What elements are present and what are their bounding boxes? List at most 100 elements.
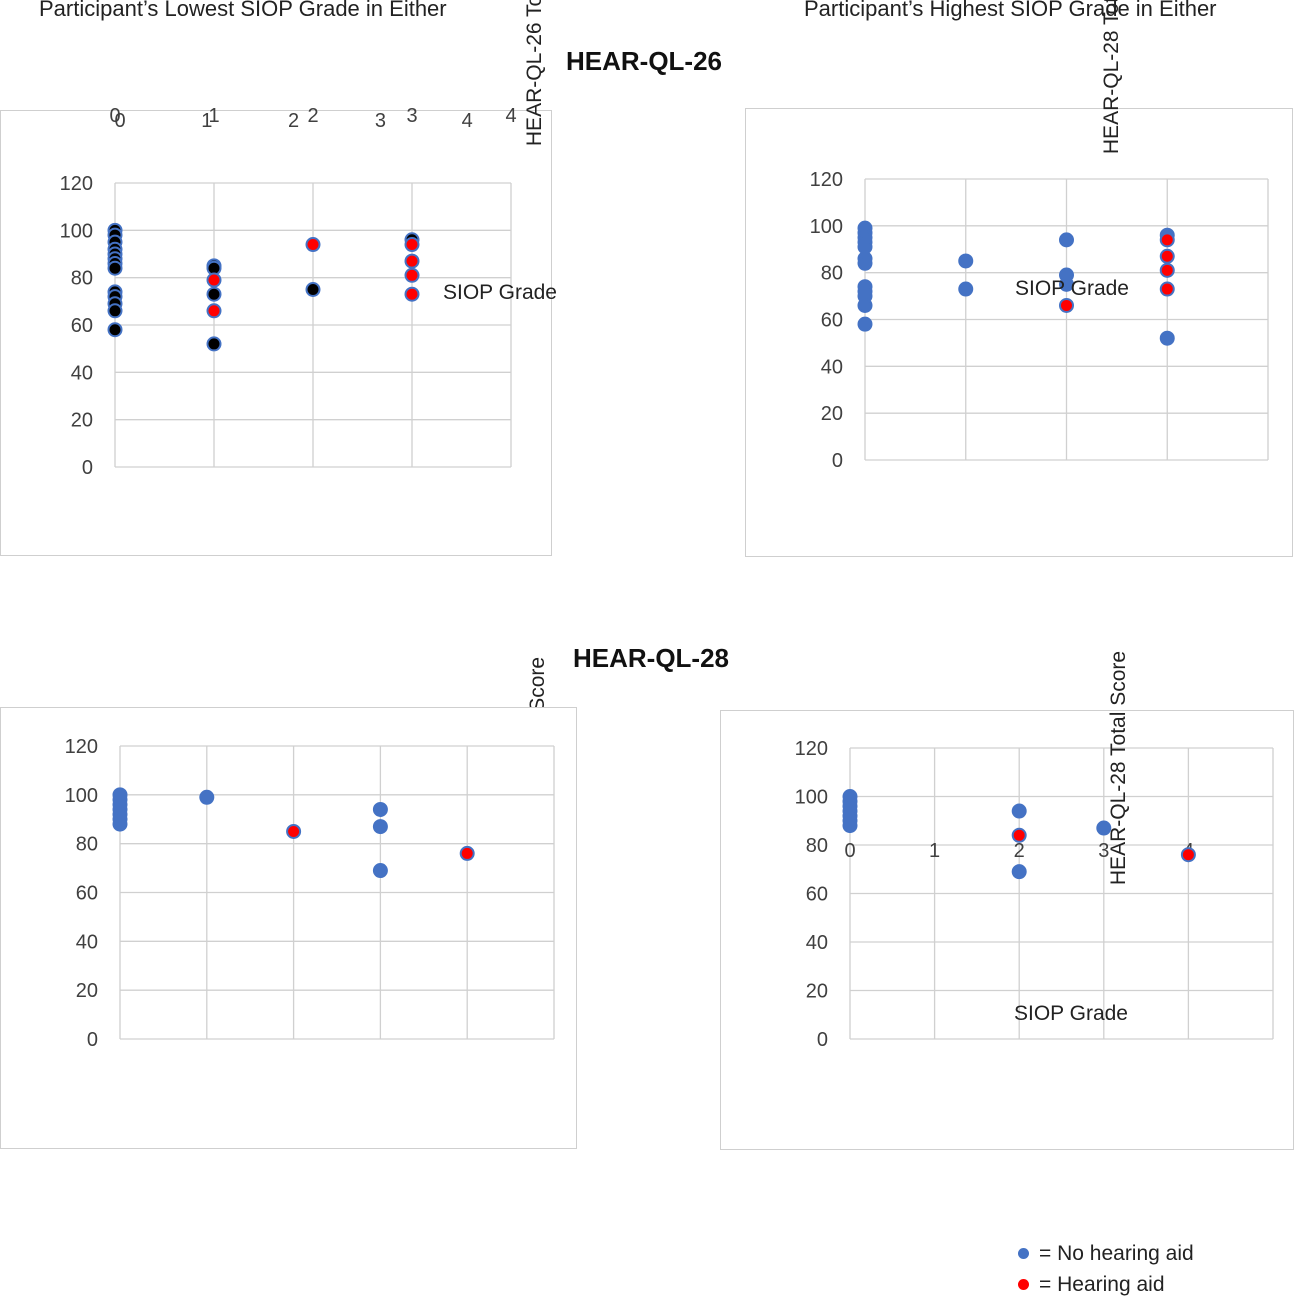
point-hearing-aid <box>206 272 222 288</box>
point-hearing-aid <box>404 253 420 269</box>
point-hearing-aid <box>1011 827 1027 843</box>
y-tick-label: 80 <box>806 835 828 857</box>
point-hearing-aid <box>305 237 321 253</box>
x-tick-label: 3 <box>375 110 386 132</box>
point-hearing-aid <box>404 286 420 302</box>
x-tick-label: 1 <box>929 840 940 862</box>
y-axis-title: HEAR-QL-28 Total Score <box>1107 651 1130 885</box>
y-tick-label: 20 <box>821 403 843 425</box>
y-tick-label: 120 <box>65 736 98 758</box>
y-tick-label: 20 <box>71 410 93 432</box>
point-hearing-aid <box>404 237 420 253</box>
legend-label-hearing-aid: = Hearing aid <box>1039 1272 1165 1296</box>
point-no-hearing-aid <box>857 255 873 271</box>
point-no-hearing-aid <box>857 297 873 313</box>
point-hearing-aid <box>206 303 222 319</box>
x-tick-label: 1 <box>201 110 212 132</box>
y-tick-label: 100 <box>60 220 93 242</box>
y-tick-label: 40 <box>76 931 98 953</box>
point-no-hearing-aid <box>112 816 128 832</box>
point-no-hearing-aid <box>1011 803 1027 819</box>
point-no-hearing-aid <box>958 253 974 269</box>
y-tick-label: 0 <box>817 1029 828 1051</box>
x-tick-label: 0 <box>114 110 125 132</box>
y-axis-title: HEAR-QL-26 Total Score <box>523 0 546 146</box>
y-tick-label: 100 <box>810 216 843 238</box>
point-hearing-aid <box>1180 847 1196 863</box>
lowest-grade-header: Participant’s Lowest SIOP Grade in Eithe… <box>39 0 447 21</box>
y-tick-label: 120 <box>795 738 828 760</box>
chart-panel-ql26-lowest: 0 20 40 60 80 100 120 0 1 2 3 4 SIOP Grade HEAR-QL-26… <box>0 0 557 556</box>
y-tick-label: 20 <box>806 981 828 1003</box>
point-hearing-aid <box>286 823 302 839</box>
section-title-hear-ql-26: HEAR-QL-26 <box>566 46 723 76</box>
y-tick-label: 120 <box>60 173 93 195</box>
point-no-hearing-aid <box>958 281 974 297</box>
x-tick-label: 2 <box>1014 840 1025 862</box>
y-tick-label: 20 <box>76 980 98 1002</box>
x-tick-label: 0 <box>109 105 120 127</box>
y-tick-label: 80 <box>76 834 98 856</box>
highest-grade-header: Participant’s Highest SIOP Grade in Eith… <box>804 0 1217 21</box>
x-tick-label: 4 <box>505 105 516 127</box>
red-dot-icon <box>1018 1279 1029 1290</box>
point-hearing-aid <box>1059 297 1074 313</box>
y-tick-label: 0 <box>832 450 843 472</box>
section-title-hear-ql-28: HEAR-QL-28 <box>573 643 730 673</box>
x-tick-label: 2 <box>288 110 299 132</box>
point-no-hearing-aid <box>199 789 215 805</box>
y-tick-label: 100 <box>795 787 828 809</box>
x-axis-title: SIOP Grade <box>1015 277 1129 300</box>
point-no-hearing-aid <box>857 316 873 332</box>
y-tick-label: 60 <box>76 883 98 905</box>
blue-dot-icon <box>1018 1248 1029 1259</box>
x-tick-label: 2 <box>307 105 318 127</box>
y-tick-label: 60 <box>71 315 93 337</box>
point-no-hearing-aid <box>1096 820 1112 836</box>
legend-label-no-hearing-aid: = No hearing aid <box>1039 1241 1194 1265</box>
point-no-hearing-aid <box>1159 330 1175 346</box>
point-hearing-aid <box>1159 248 1175 264</box>
point-no-hearing-aid <box>372 819 388 835</box>
point-no-hearing-aid <box>1011 864 1027 880</box>
point-no-hearing-aid <box>372 863 388 879</box>
point-hearing-aid <box>1159 281 1175 297</box>
point-no-hearing-aid <box>1059 276 1074 292</box>
x-tick-label: 0 <box>844 840 855 862</box>
y-tick-label: 40 <box>806 932 828 954</box>
x-axis-title: SIOP Grade <box>1014 1002 1128 1025</box>
y-tick-label: 80 <box>71 268 93 290</box>
point-no-hearing-aid <box>107 260 123 276</box>
point-no-hearing-aid <box>206 336 222 352</box>
x-tick-label: 3 <box>1098 840 1109 862</box>
y-tick-label: 0 <box>87 1029 98 1051</box>
legend: = No hearing aid = Hearing aid <box>1018 1238 1194 1300</box>
point-no-hearing-aid <box>842 818 858 834</box>
y-tick-label: 120 <box>810 169 843 191</box>
legend-item-hearing-aid: = Hearing aid <box>1018 1269 1194 1300</box>
x-axis-title: SIOP Grade <box>443 281 557 304</box>
y-tick-label: 60 <box>806 884 828 906</box>
point-hearing-aid <box>1159 262 1175 278</box>
point-hearing-aid <box>404 267 420 283</box>
x-tick-label: 4 <box>462 110 473 132</box>
y-tick-label: 100 <box>65 785 98 807</box>
y-tick-label: 60 <box>821 310 843 332</box>
y-tick-label: 80 <box>821 263 843 285</box>
y-tick-label: 0 <box>82 457 93 479</box>
point-no-hearing-aid <box>305 282 321 297</box>
x-tick-label: 1 <box>208 105 219 127</box>
legend-item-no-hearing-aid: = No hearing aid <box>1018 1238 1194 1269</box>
point-hearing-aid <box>459 845 475 861</box>
point-no-hearing-aid <box>206 286 222 302</box>
y-tick-label: 40 <box>821 356 843 378</box>
point-no-hearing-aid <box>372 801 388 817</box>
y-tick-label: 40 <box>71 362 93 384</box>
x-tick-label: 3 <box>406 105 417 127</box>
